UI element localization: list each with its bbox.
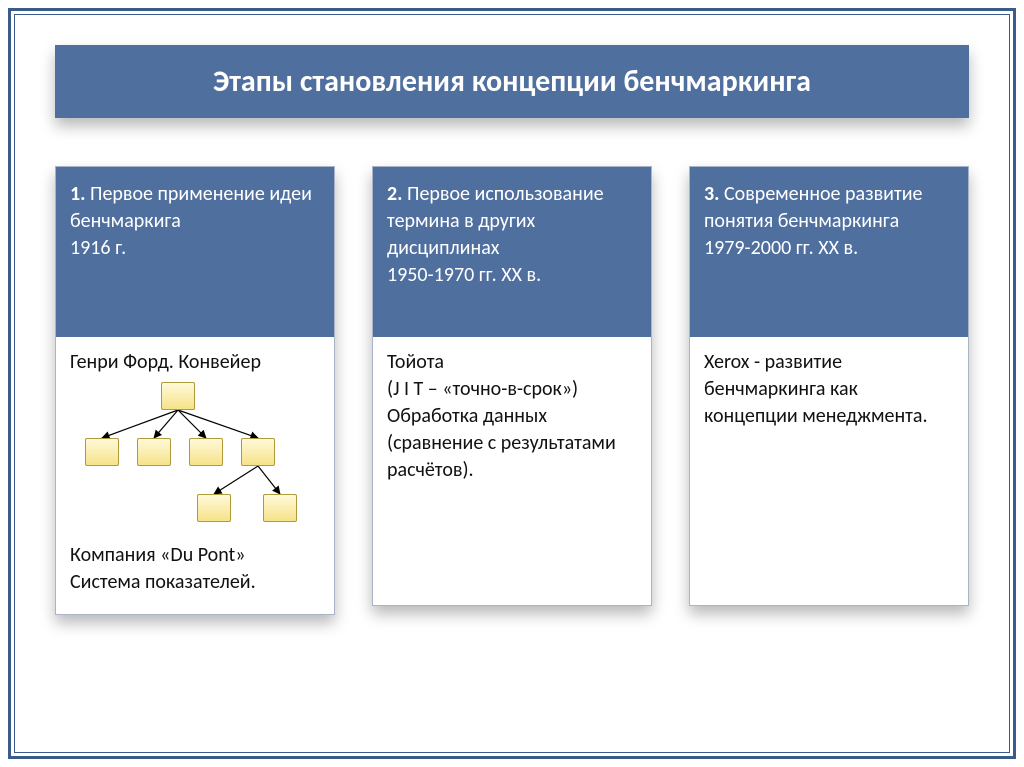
stage-3-number: 3. [704,182,719,206]
stage-card-2: 2. Первое использование термина в других… [372,166,652,606]
org-tree-node [161,382,195,410]
stage-3-head-text: Современное развитие понятия бенчмаркинг… [704,182,922,260]
stage-card-3-header: 3. Современное развитие понятия бенчмарк… [690,167,968,337]
stage-3-body-top: Xerox - развитие бенчмаркинга как концеп… [704,349,954,430]
stage-2-number: 2. [387,182,402,206]
stage-1-number: 1. [70,182,85,206]
stage-1-body-bottom: Компания «Du Pont» Система показателей. [70,542,320,596]
org-tree-node [137,438,171,466]
org-tree-node [197,494,231,522]
stage-card-2-body: Тойота (J I T – «точно-в-срок») Обработк… [373,337,651,605]
stage-card-2-header: 2. Первое использование термина в других… [373,167,651,337]
stage-1-body-top: Генри Форд. Конвейер [70,349,320,376]
slide-title: Этапы становления концепции бенчмаркинга [55,45,969,118]
org-tree-node [263,494,297,522]
stage-2-body-top: Тойота (J I T – «точно-в-срок») Обработк… [387,349,637,484]
stage-card-3-body: Xerox - развитие бенчмаркинга как концеп… [690,337,968,605]
stage-card-3: 3. Современное развитие понятия бенчмарк… [689,166,969,606]
stage-card-1-body: Генри Форд. Конвейер Компания «Du Pont» … [56,337,334,614]
cards-row: 1. Первое применение идеи бенчмаркига 19… [55,166,969,615]
stage-card-1: 1. Первое применение идеи бенчмаркига 19… [55,166,335,615]
org-tree-diagram [75,382,315,532]
stage-2-head-text: Первое использование термина в других ди… [387,182,604,287]
org-tree-node [189,438,223,466]
stage-card-1-header: 1. Первое применение идеи бенчмаркига 19… [56,167,334,337]
outer-frame: Этапы становления концепции бенчмаркинга… [8,8,1016,759]
org-tree-node [241,438,275,466]
stage-1-head-text: Первое применение идеи бенчмаркига 1916 … [70,182,312,260]
inner-frame: Этапы становления концепции бенчмаркинга… [14,14,1010,753]
org-tree-node [85,438,119,466]
